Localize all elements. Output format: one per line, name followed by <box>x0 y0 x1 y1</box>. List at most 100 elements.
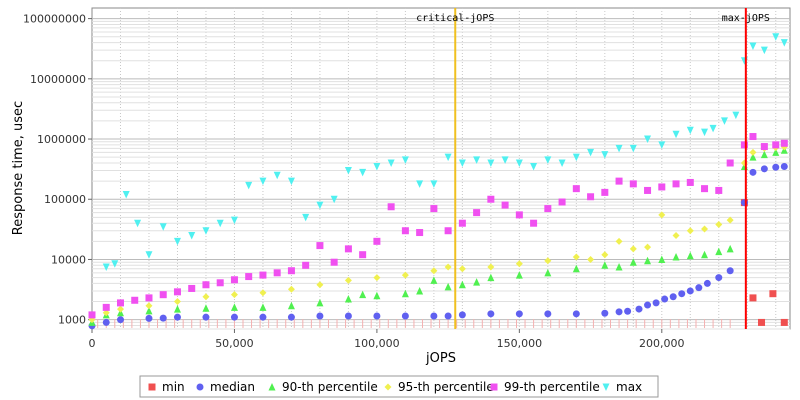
data-point <box>216 219 224 228</box>
x-tick-label: 150,000 <box>497 337 543 350</box>
legend-swatch <box>148 383 156 391</box>
data-point <box>501 201 509 209</box>
y-axis: 1000 10000 100000 1000000 10000000 100000000 <box>23 13 92 327</box>
data-point <box>316 298 324 307</box>
data-point <box>273 269 281 277</box>
data-point <box>644 243 652 251</box>
data-point <box>458 280 466 289</box>
data-point <box>344 167 352 175</box>
data-point <box>715 274 723 282</box>
data-point <box>316 281 324 289</box>
series-max <box>102 33 788 271</box>
data-point <box>701 250 709 259</box>
data-point <box>430 276 438 284</box>
data-point <box>769 290 777 298</box>
marker-line-label: critical-jOPS <box>416 13 494 24</box>
data-point <box>401 156 409 164</box>
data-point <box>572 310 580 318</box>
data-point <box>515 159 523 167</box>
data-point <box>760 150 768 159</box>
data-point <box>515 260 523 268</box>
data-point <box>444 312 452 320</box>
data-point <box>558 198 566 206</box>
data-point <box>601 309 609 317</box>
data-point <box>259 271 267 279</box>
data-point <box>658 255 666 263</box>
data-point <box>373 162 381 171</box>
data-point <box>145 302 153 310</box>
data-point <box>572 153 580 162</box>
data-point <box>259 313 267 321</box>
data-point <box>173 313 181 321</box>
data-point <box>444 282 452 291</box>
data-point <box>259 289 267 297</box>
data-point <box>401 271 409 279</box>
data-point <box>416 286 424 295</box>
data-point <box>230 276 238 284</box>
data-point <box>145 251 153 259</box>
data-point <box>487 273 495 282</box>
legend-label: min <box>162 380 185 394</box>
data-point <box>587 255 595 263</box>
y-tick-label: 1000 <box>58 314 86 327</box>
data-point <box>102 303 110 311</box>
data-point <box>473 156 481 164</box>
data-point <box>749 42 757 51</box>
data-point <box>131 296 139 304</box>
data-point <box>726 244 734 253</box>
data-point <box>758 318 766 326</box>
data-point <box>572 253 580 261</box>
data-point <box>473 278 481 286</box>
data-point <box>487 195 495 203</box>
series-layer <box>88 33 788 330</box>
plot-frame <box>91 7 791 330</box>
y-tick-label: 10000000 <box>30 73 86 86</box>
data-point <box>726 216 734 224</box>
legend-label: 99-th percentile <box>504 380 600 394</box>
data-point <box>780 162 788 170</box>
data-point <box>430 312 438 320</box>
data-point <box>458 159 466 167</box>
data-point <box>159 314 167 322</box>
data-point <box>615 144 623 153</box>
data-point <box>287 301 295 310</box>
data-point <box>544 310 552 318</box>
legend-label: 90-th percentile <box>282 380 378 394</box>
data-point <box>644 186 652 194</box>
legend-label: 95-th percentile <box>398 380 494 394</box>
data-point <box>245 181 253 190</box>
data-point <box>373 291 381 300</box>
data-point <box>473 209 481 217</box>
data-point <box>430 267 438 275</box>
data-point <box>430 180 438 188</box>
data-point <box>701 185 709 193</box>
data-point <box>695 284 703 292</box>
data-point <box>387 203 395 211</box>
data-point <box>672 180 680 188</box>
data-point <box>678 290 686 298</box>
data-point <box>760 143 768 151</box>
data-point <box>629 180 637 188</box>
data-point <box>601 151 609 159</box>
data-point <box>145 294 153 302</box>
legend-item: 90-th percentile <box>268 380 378 394</box>
data-point <box>145 306 153 315</box>
data-point <box>173 237 181 246</box>
data-point <box>230 291 238 299</box>
data-point <box>515 310 523 318</box>
legend-swatch <box>384 383 392 391</box>
data-point <box>359 168 367 177</box>
data-point <box>644 256 652 265</box>
data-point <box>615 308 623 316</box>
data-point <box>102 263 110 271</box>
data-point <box>416 229 424 237</box>
legend-item: 95-th percentile <box>384 380 494 394</box>
data-point <box>102 318 110 326</box>
data-point <box>230 216 238 225</box>
data-point <box>387 159 395 167</box>
data-point <box>188 284 196 292</box>
data-point <box>726 159 734 167</box>
y-axis-title: Response time, usec <box>11 101 26 235</box>
data-point <box>530 162 538 171</box>
data-point <box>116 305 124 313</box>
